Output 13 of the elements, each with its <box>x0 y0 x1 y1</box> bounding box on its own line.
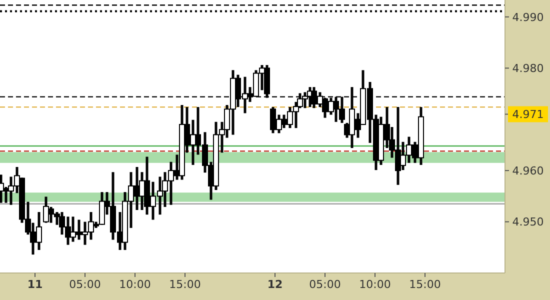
x-tick-label: 05:00 <box>309 278 341 291</box>
y-tick-label: 4.950 <box>512 216 544 229</box>
x-tick-label: 10:00 <box>119 278 151 291</box>
x-tick-label: 11 <box>27 278 43 291</box>
x-tick-label: 10:00 <box>359 278 391 291</box>
y-tick-label: 4.980 <box>512 62 544 75</box>
x-tick-label: 05:00 <box>69 278 101 291</box>
x-tick-label: 12 <box>267 278 283 291</box>
y-tick-label: 4.960 <box>512 164 544 178</box>
annotation: 4.971 <box>512 108 544 122</box>
x-tick-label: 15:00 <box>409 278 441 291</box>
x-tick-label: 15:00 <box>169 278 201 291</box>
y-tick-label: 4.990 <box>512 10 544 24</box>
